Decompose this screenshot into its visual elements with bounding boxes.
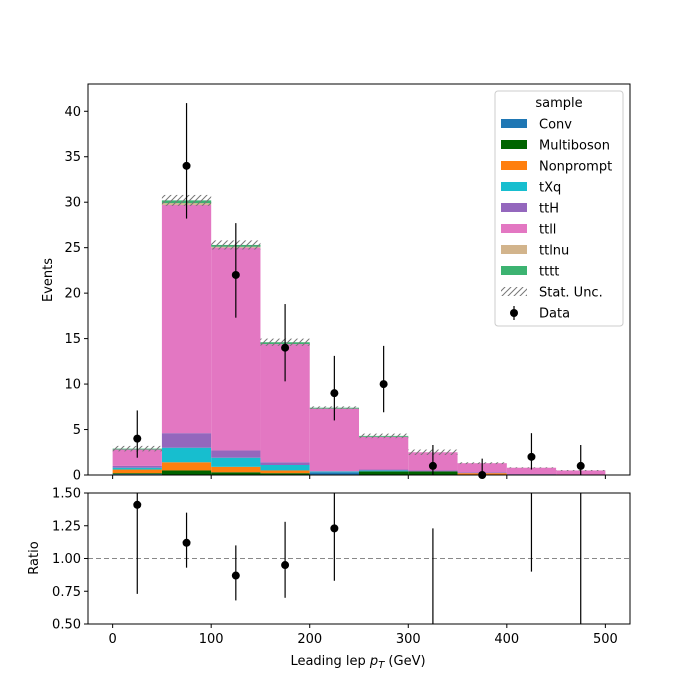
x-tick-label: 200	[297, 632, 322, 647]
bar-conv	[309, 472, 359, 475]
data-point	[133, 434, 142, 443]
bar-nonprompt	[112, 469, 162, 474]
bar-txq	[161, 447, 212, 463]
bar-tth	[211, 450, 261, 458]
y-tick-label: 5	[73, 423, 81, 438]
bar-nonprompt	[161, 462, 212, 471]
legend-label-nonprompt: Nonprompt	[539, 160, 612, 175]
ratio-y-axis-label: Ratio	[27, 541, 42, 574]
legend-swatch-nonprompt	[501, 161, 527, 170]
ratio-y-tick-label: 1.50	[52, 487, 81, 502]
ratio-panel: 0.500.751.001.251.500 100 200 300 400 500	[52, 345, 631, 647]
legend-label-tth: ttH	[539, 202, 559, 217]
x-tick-label: 500	[593, 632, 618, 647]
legend-label-multiboson: Multiboson	[539, 139, 610, 154]
main-panel: 0 5 10 15 20 25 30 35 40	[64, 83, 631, 484]
x-tick-label: 300	[396, 632, 421, 647]
bar-multiboson	[260, 473, 310, 475]
data-point	[281, 343, 290, 352]
ratio-y-tick-label: 0.50	[52, 618, 81, 633]
bar-txq	[211, 457, 261, 467]
bar-tth	[359, 469, 409, 471]
x-axis-label: Leading lep pT (GeV)	[290, 654, 425, 671]
ratio-point	[182, 538, 191, 547]
bar-txq	[359, 470, 409, 472]
legend-swatch-txq	[501, 182, 527, 191]
ratio-point	[281, 561, 290, 570]
legend: sample Conv Multiboson Nonprompt tXq ttH ttll t…	[494, 90, 624, 327]
bar-nonprompt	[211, 466, 261, 473]
ratio-y-tick-label: 0.75	[52, 585, 81, 600]
legend-label-ttlnu: ttlnu	[539, 244, 569, 259]
ratio-point	[527, 345, 535, 353]
legend-label-stat-unc: Stat. Unc.	[539, 286, 603, 301]
data-points	[133, 103, 585, 479]
x-label-part: Leading lep	[290, 654, 369, 669]
legend-label-data: Data	[539, 307, 570, 322]
legend-swatch-conv	[501, 119, 527, 128]
ratio-y-tick-label: 1.25	[52, 519, 81, 534]
legend-swatch-multiboson	[501, 140, 527, 149]
legend-swatch-stat-unc	[501, 287, 527, 296]
x-label-p: p	[369, 654, 378, 669]
data-point	[330, 389, 339, 398]
ratio-plot-area	[88, 345, 630, 641]
x-label-sub: T	[378, 660, 385, 671]
bar-ttll	[161, 204, 212, 434]
main-y-axis-label: Events	[41, 258, 56, 302]
bar-multiboson	[112, 473, 162, 475]
bar-ttll	[506, 467, 557, 475]
main-axes-frame	[87, 83, 631, 476]
bar-txq	[309, 471, 359, 473]
bar-multiboson	[359, 471, 409, 475]
bar-txq	[112, 467, 162, 470]
series-txq	[112, 447, 409, 473]
data-point	[182, 161, 191, 170]
y-tick-label: 0	[73, 469, 81, 484]
y-tick-label: 15	[64, 332, 81, 347]
data-point	[428, 461, 437, 470]
legend-data-marker	[510, 309, 518, 317]
legend-swatch-ttll	[501, 224, 527, 233]
ratio-point	[133, 500, 142, 509]
bar-nonprompt	[260, 470, 310, 474]
y-tick-label: 10	[64, 378, 81, 393]
y-tick-label: 40	[64, 105, 81, 120]
legend-label-conv: Conv	[539, 118, 572, 133]
bar-multiboson	[161, 470, 212, 475]
data-point	[527, 452, 536, 461]
ratio-point	[231, 571, 240, 580]
ratio-point	[429, 633, 437, 641]
legend-swatch-ttlnu	[501, 245, 527, 254]
x-label-unit: (GeV)	[384, 654, 425, 669]
y-tick-label: 30	[64, 196, 81, 211]
bar-tth	[161, 433, 212, 448]
legend-label-txq: tXq	[539, 181, 561, 196]
y-tick-label: 20	[64, 287, 81, 302]
bar-tth	[260, 462, 310, 465]
legend-swatch-tttt	[501, 266, 527, 275]
ratio-point	[330, 524, 339, 533]
legend-swatch-tth	[501, 203, 527, 212]
bar-txq	[260, 464, 310, 471]
ratio-point	[577, 397, 585, 405]
data-point	[576, 461, 585, 470]
ratio-y-tick-label: 1.00	[52, 552, 81, 567]
legend-label-ttll: ttll	[539, 223, 556, 238]
x-tick-label: 0	[108, 632, 116, 647]
bar-ttll	[359, 436, 409, 470]
y-tick-label: 25	[64, 241, 81, 256]
legend-label-tttt: tttt	[539, 265, 559, 280]
bar-tth	[112, 465, 162, 468]
legend-title: sample	[535, 96, 582, 111]
stat-unc-band	[359, 433, 409, 439]
y-tick-label: 35	[64, 150, 81, 165]
x-tick-label: 400	[494, 632, 519, 647]
bar-multiboson	[211, 472, 261, 475]
data-point	[231, 270, 240, 279]
data-point	[379, 380, 388, 389]
x-tick-label: 100	[199, 632, 224, 647]
